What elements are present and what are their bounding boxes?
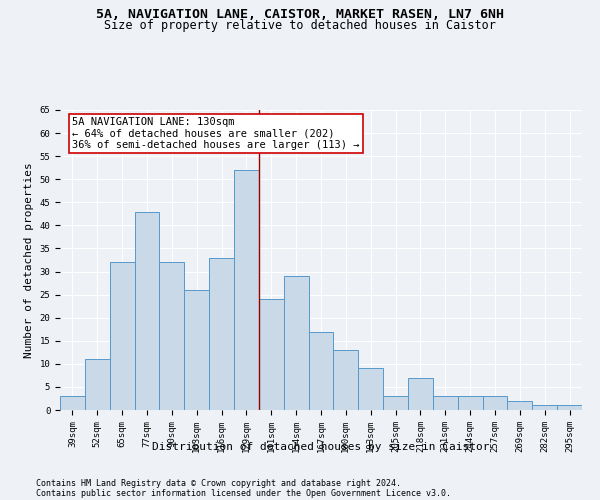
- Bar: [557, 406, 582, 410]
- Bar: [184, 290, 209, 410]
- Bar: [85, 359, 110, 410]
- Text: Distribution of detached houses by size in Caistor: Distribution of detached houses by size …: [152, 442, 490, 452]
- Text: 5A, NAVIGATION LANE, CAISTOR, MARKET RASEN, LN7 6NH: 5A, NAVIGATION LANE, CAISTOR, MARKET RAS…: [96, 8, 504, 20]
- Bar: [160, 262, 184, 410]
- Bar: [110, 262, 134, 410]
- Bar: [308, 332, 334, 410]
- Bar: [458, 396, 482, 410]
- Text: 5A NAVIGATION LANE: 130sqm
← 64% of detached houses are smaller (202)
36% of sem: 5A NAVIGATION LANE: 130sqm ← 64% of deta…: [73, 117, 360, 150]
- Bar: [433, 396, 458, 410]
- Bar: [358, 368, 383, 410]
- Bar: [482, 396, 508, 410]
- Bar: [408, 378, 433, 410]
- Text: Contains public sector information licensed under the Open Government Licence v3: Contains public sector information licen…: [36, 489, 451, 498]
- Bar: [209, 258, 234, 410]
- Text: Contains HM Land Registry data © Crown copyright and database right 2024.: Contains HM Land Registry data © Crown c…: [36, 479, 401, 488]
- Y-axis label: Number of detached properties: Number of detached properties: [24, 162, 34, 358]
- Bar: [60, 396, 85, 410]
- Bar: [334, 350, 358, 410]
- Bar: [284, 276, 308, 410]
- Bar: [234, 170, 259, 410]
- Bar: [508, 401, 532, 410]
- Bar: [532, 406, 557, 410]
- Bar: [134, 212, 160, 410]
- Bar: [383, 396, 408, 410]
- Text: Size of property relative to detached houses in Caistor: Size of property relative to detached ho…: [104, 19, 496, 32]
- Bar: [259, 299, 284, 410]
